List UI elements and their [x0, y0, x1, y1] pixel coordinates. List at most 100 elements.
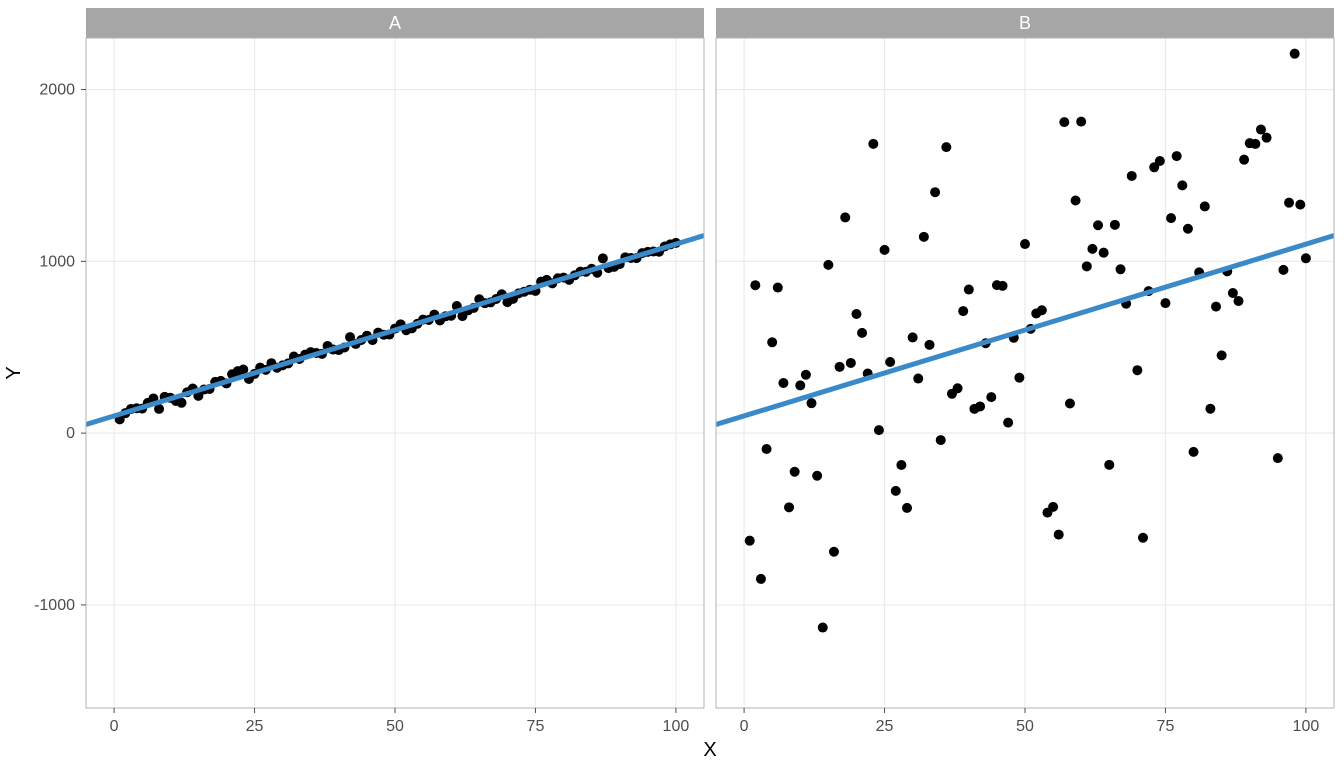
data-point: [807, 398, 817, 408]
data-point: [1250, 139, 1260, 149]
data-point: [1110, 220, 1120, 230]
data-point: [1076, 117, 1086, 127]
data-point: [750, 280, 760, 290]
x-tick-label: 0: [110, 718, 119, 735]
y-tick-label: 0: [66, 425, 75, 442]
data-point: [857, 328, 867, 338]
data-point: [880, 245, 890, 255]
data-point: [1211, 302, 1221, 312]
data-point: [874, 425, 884, 435]
y-axis-title: Y: [3, 366, 25, 379]
data-point: [835, 362, 845, 372]
data-point: [1014, 373, 1024, 383]
x-tick-label: 100: [663, 718, 690, 735]
data-point: [1172, 151, 1182, 161]
data-point: [975, 401, 985, 411]
x-tick-label: 50: [386, 718, 404, 735]
data-point: [1116, 264, 1126, 274]
data-point: [936, 435, 946, 445]
data-point: [1037, 305, 1047, 315]
data-point: [1217, 350, 1227, 360]
data-point: [767, 337, 777, 347]
data-point: [1127, 171, 1137, 181]
x-tick-label: 25: [876, 718, 894, 735]
data-point: [795, 380, 805, 390]
data-point: [1082, 261, 1092, 271]
data-point: [1239, 155, 1249, 165]
data-point: [891, 486, 901, 496]
data-point: [896, 460, 906, 470]
data-point: [1166, 213, 1176, 223]
x-tick-label: 0: [740, 718, 749, 735]
data-point: [1104, 460, 1114, 470]
data-point: [1093, 220, 1103, 230]
data-point: [1003, 418, 1013, 428]
data-point: [829, 547, 839, 557]
data-point: [1295, 200, 1305, 210]
data-point: [1177, 180, 1187, 190]
data-point: [1059, 117, 1069, 127]
facet-panel: B0255075100: [716, 7, 1334, 735]
data-point: [1256, 125, 1266, 135]
data-point: [1132, 365, 1142, 375]
data-point: [1183, 224, 1193, 234]
x-axis-title: X: [703, 739, 716, 761]
data-point: [1301, 253, 1311, 263]
data-point: [846, 358, 856, 368]
data-point: [1290, 49, 1300, 59]
data-point: [1189, 447, 1199, 457]
y-tick-label: 1000: [39, 253, 75, 270]
data-point: [801, 370, 811, 380]
data-point: [1273, 453, 1283, 463]
data-point: [1071, 196, 1081, 206]
data-point: [1087, 244, 1097, 254]
data-point: [930, 187, 940, 197]
faceted-scatter-chart: YXA0255075100-1000010002000B0255075100: [0, 0, 1344, 768]
data-point: [919, 232, 929, 242]
data-point: [1262, 133, 1272, 143]
data-point: [177, 398, 187, 408]
data-point: [823, 260, 833, 270]
data-point: [762, 444, 772, 454]
data-point: [1020, 239, 1030, 249]
data-point: [958, 306, 968, 316]
x-tick-label: 75: [527, 718, 545, 735]
data-point: [908, 332, 918, 342]
data-point: [818, 623, 828, 633]
data-point: [902, 503, 912, 513]
data-point: [1278, 265, 1288, 275]
data-point: [851, 309, 861, 319]
data-point: [778, 378, 788, 388]
data-point: [1160, 298, 1170, 308]
data-point: [773, 283, 783, 293]
data-point: [913, 374, 923, 384]
data-point: [1054, 530, 1064, 540]
data-point: [924, 340, 934, 350]
y-tick-label: -1000: [34, 597, 75, 614]
data-point: [1099, 248, 1109, 258]
data-point: [840, 212, 850, 222]
data-point: [953, 383, 963, 393]
data-point: [790, 467, 800, 477]
data-point: [941, 142, 951, 152]
data-point: [756, 574, 766, 584]
data-point: [1138, 533, 1148, 543]
x-tick-label: 100: [1293, 718, 1320, 735]
data-point: [745, 536, 755, 546]
facet-label: A: [389, 13, 401, 33]
facet-panel: A0255075100-1000010002000: [34, 8, 704, 735]
data-point: [1228, 288, 1238, 298]
data-point: [1200, 201, 1210, 211]
x-tick-label: 75: [1157, 718, 1175, 735]
data-point: [1205, 404, 1215, 414]
y-tick-label: 2000: [39, 82, 75, 99]
data-point: [1233, 296, 1243, 306]
data-point: [1284, 198, 1294, 208]
data-point: [986, 392, 996, 402]
data-point: [1048, 502, 1058, 512]
data-point: [1065, 399, 1075, 409]
facet-label: B: [1019, 13, 1031, 33]
data-point: [868, 139, 878, 149]
data-point: [964, 285, 974, 295]
data-point: [598, 253, 608, 263]
